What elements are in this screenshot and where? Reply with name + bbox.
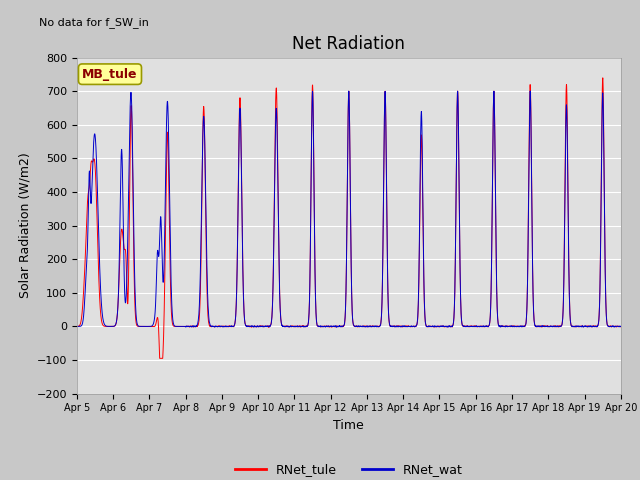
Line: RNet_wat: RNet_wat bbox=[77, 91, 621, 327]
RNet_wat bbox=[617, 324, 625, 329]
RNet_tule bbox=[329, 324, 337, 329]
RNet_tule bbox=[441, 324, 449, 330]
Legend: RNet_tule, RNet_wat: RNet_tule, RNet_wat bbox=[230, 458, 468, 480]
RNet_wat bbox=[171, 323, 179, 329]
RNet_wat bbox=[441, 324, 449, 329]
Y-axis label: Solar Radiation (W/m2): Solar Radiation (W/m2) bbox=[18, 153, 31, 299]
RNet_tule bbox=[171, 324, 179, 329]
RNet_wat bbox=[502, 324, 509, 329]
Title: Net Radiation: Net Radiation bbox=[292, 35, 405, 53]
RNet_wat bbox=[616, 324, 624, 329]
RNet_tule bbox=[599, 75, 607, 81]
RNet_wat bbox=[471, 324, 479, 329]
Text: MB_tule: MB_tule bbox=[82, 68, 138, 81]
RNet_wat bbox=[333, 324, 340, 330]
RNet_tule bbox=[502, 324, 509, 329]
RNet_wat bbox=[328, 324, 336, 329]
X-axis label: Time: Time bbox=[333, 419, 364, 432]
RNet_tule bbox=[73, 324, 81, 329]
Line: RNet_tule: RNet_tule bbox=[77, 78, 621, 358]
Text: No data for f_SW_in: No data for f_SW_in bbox=[38, 17, 148, 28]
RNet_tule bbox=[471, 324, 479, 329]
RNet_wat bbox=[526, 88, 534, 94]
RNet_wat bbox=[73, 324, 81, 329]
RNet_tule bbox=[616, 324, 624, 330]
RNet_tule bbox=[617, 324, 625, 329]
RNet_tule bbox=[156, 355, 163, 361]
